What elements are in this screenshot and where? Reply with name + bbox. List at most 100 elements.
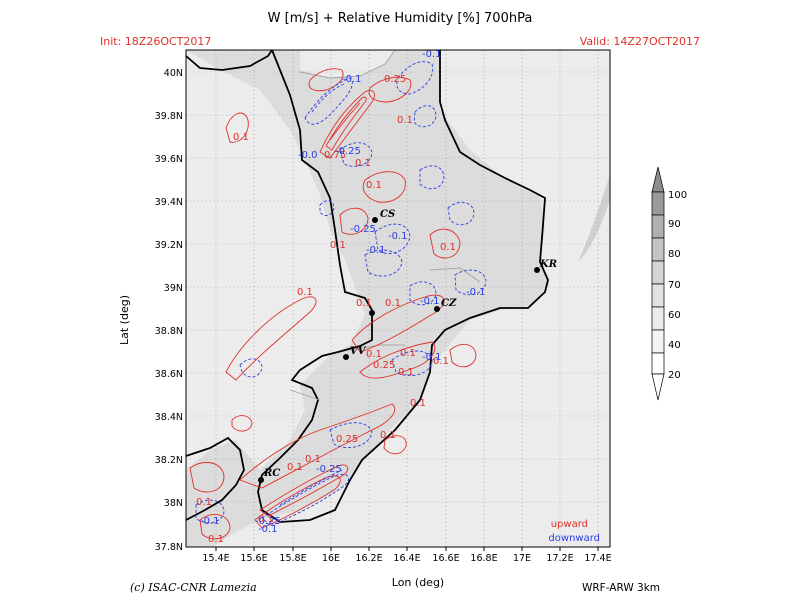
- svg-text:-0.1: -0.1: [388, 231, 408, 242]
- svg-text:0.1: 0.1: [233, 132, 249, 143]
- svg-text:70: 70: [668, 280, 681, 291]
- svg-text:17E: 17E: [513, 553, 531, 564]
- svg-text:0.25: 0.25: [336, 434, 358, 445]
- y-axis-label: Lat (deg): [118, 295, 131, 345]
- station-dot: [369, 310, 375, 316]
- svg-text:40N: 40N: [164, 68, 183, 79]
- map-title: W [m/s] + Relative Humidity [%] 700hPa: [268, 11, 533, 26]
- upward-labels: 0.1 0.25 0.1 0.1 0.75 0.1 0.1 0.1 0.1 0.…: [196, 74, 456, 545]
- svg-text:RC: RC: [263, 468, 280, 479]
- svg-text:-0.25: -0.25: [350, 224, 376, 235]
- x-ticks: [215, 547, 599, 551]
- svg-text:0.1: 0.1: [305, 454, 321, 465]
- plot-area: CS KR CZ VV RC 0.1 0.25 0.1: [185, 49, 611, 548]
- svg-text:17.4E: 17.4E: [584, 553, 611, 564]
- svg-text:15.6E: 15.6E: [240, 553, 267, 564]
- svg-text:-0.0: -0.0: [298, 150, 318, 161]
- svg-text:0.1: 0.1: [355, 158, 371, 169]
- svg-text:37.8N: 37.8N: [155, 542, 183, 553]
- svg-text:38.8N: 38.8N: [155, 326, 183, 337]
- svg-text:-0.25: -0.25: [316, 464, 342, 475]
- svg-text:39.6N: 39.6N: [155, 154, 183, 165]
- svg-text:39.4N: 39.4N: [155, 197, 183, 208]
- svg-text:0.1: 0.1: [287, 462, 303, 473]
- svg-text:-0.1: -0.1: [422, 352, 442, 363]
- svg-text:38N: 38N: [164, 498, 183, 509]
- svg-text:0.1: 0.1: [356, 298, 372, 309]
- svg-text:16.4E: 16.4E: [393, 553, 420, 564]
- svg-text:0.1: 0.1: [398, 367, 414, 378]
- svg-text:0.25: 0.25: [373, 360, 395, 371]
- svg-text:38.2N: 38.2N: [155, 455, 183, 466]
- svg-text:KR: KR: [539, 259, 557, 270]
- colorbar: 100 90 80 70 60 40 20: [651, 166, 687, 401]
- upward-contours: [189, 68, 477, 540]
- credit: (c) ISAC-CNR Lamezia: [130, 581, 257, 594]
- svg-text:90: 90: [668, 219, 681, 230]
- svg-text:20: 20: [668, 370, 681, 381]
- svg-text:0.1: 0.1: [440, 242, 456, 253]
- svg-text:-0.1: -0.1: [466, 287, 486, 298]
- svg-text:-0.1: -0.1: [200, 516, 220, 527]
- svg-text:17.2E: 17.2E: [546, 553, 573, 564]
- svg-text:16.6E: 16.6E: [432, 553, 459, 564]
- svg-text:-0.25: -0.25: [335, 146, 361, 157]
- y-tick-labels: 40N 39.8N 39.6N 39.4N 39.2N 39N 38.8N 38…: [155, 68, 183, 553]
- regional-borders: [289, 49, 481, 401]
- svg-text:0.1: 0.1: [380, 430, 396, 441]
- svg-text:15.8E: 15.8E: [279, 553, 306, 564]
- city-cs: CS: [372, 209, 395, 223]
- city-vv: VV: [343, 346, 367, 360]
- svg-text:0.1: 0.1: [366, 349, 382, 360]
- svg-text:-0.1: -0.1: [342, 74, 362, 85]
- svg-text:16E: 16E: [322, 553, 340, 564]
- svg-text:39.2N: 39.2N: [155, 240, 183, 251]
- svg-text:0.1: 0.1: [400, 348, 416, 359]
- svg-text:16.2E: 16.2E: [355, 553, 382, 564]
- svg-text:0.1: 0.1: [366, 180, 382, 191]
- valid-time: Valid: 14Z27OCT2017: [580, 35, 700, 48]
- svg-text:40: 40: [668, 340, 681, 351]
- svg-text:0.1: 0.1: [258, 514, 274, 525]
- city-kr: KR: [534, 259, 557, 273]
- svg-text:60: 60: [668, 310, 681, 321]
- init-time: Init: 18Z26OCT2017: [100, 35, 211, 48]
- svg-text:15.4E: 15.4E: [202, 553, 229, 564]
- svg-text:0.1: 0.1: [297, 287, 313, 298]
- city-cz: CZ: [434, 298, 457, 312]
- land-region: [186, 50, 550, 547]
- svg-text:38.4N: 38.4N: [155, 412, 183, 423]
- svg-text:0.1: 0.1: [330, 240, 346, 251]
- svg-text:CZ: CZ: [441, 298, 457, 309]
- svg-text:38.6N: 38.6N: [155, 369, 183, 380]
- svg-text:16.8E: 16.8E: [470, 553, 497, 564]
- svg-text:0.1: 0.1: [385, 298, 401, 309]
- svg-text:-0.1: -0.1: [422, 49, 442, 60]
- legend-upward: upward: [551, 519, 588, 530]
- svg-text:0.1: 0.1: [433, 356, 449, 367]
- svg-text:-0.1: -0.1: [420, 296, 440, 307]
- downward-labels: -0.1 -0.1 -0.0 -0.25 -0.25 -0.1 -0.1 -0.…: [200, 49, 486, 535]
- svg-text:39N: 39N: [164, 283, 183, 294]
- svg-text:VV: VV: [350, 346, 367, 357]
- model-name: WRF-ARW 3km: [582, 582, 660, 594]
- svg-text:-0.25: -0.25: [255, 516, 281, 527]
- city-rc: RC: [258, 468, 280, 483]
- x-tick-labels: 15.4E 15.6E 15.8E 16E 16.2E 16.4E 16.6E …: [202, 553, 611, 564]
- svg-text:0.1: 0.1: [196, 497, 212, 508]
- svg-text:0.25: 0.25: [384, 74, 406, 85]
- svg-text:0.1: 0.1: [208, 534, 224, 545]
- x-axis-label: Lon (deg): [392, 576, 444, 589]
- svg-text:-0.1: -0.1: [366, 245, 386, 256]
- svg-text:100: 100: [668, 190, 687, 201]
- svg-text:CS: CS: [380, 209, 395, 220]
- svg-text:0.75: 0.75: [324, 150, 346, 161]
- legend-downward: downward: [548, 533, 600, 544]
- svg-text:39.8N: 39.8N: [155, 111, 183, 122]
- svg-text:0.1: 0.1: [410, 398, 426, 409]
- svg-text:0.1: 0.1: [397, 115, 413, 126]
- cities: CS KR CZ VV RC: [258, 209, 557, 483]
- svg-text:80: 80: [668, 249, 681, 260]
- svg-text:-0.1: -0.1: [258, 524, 278, 535]
